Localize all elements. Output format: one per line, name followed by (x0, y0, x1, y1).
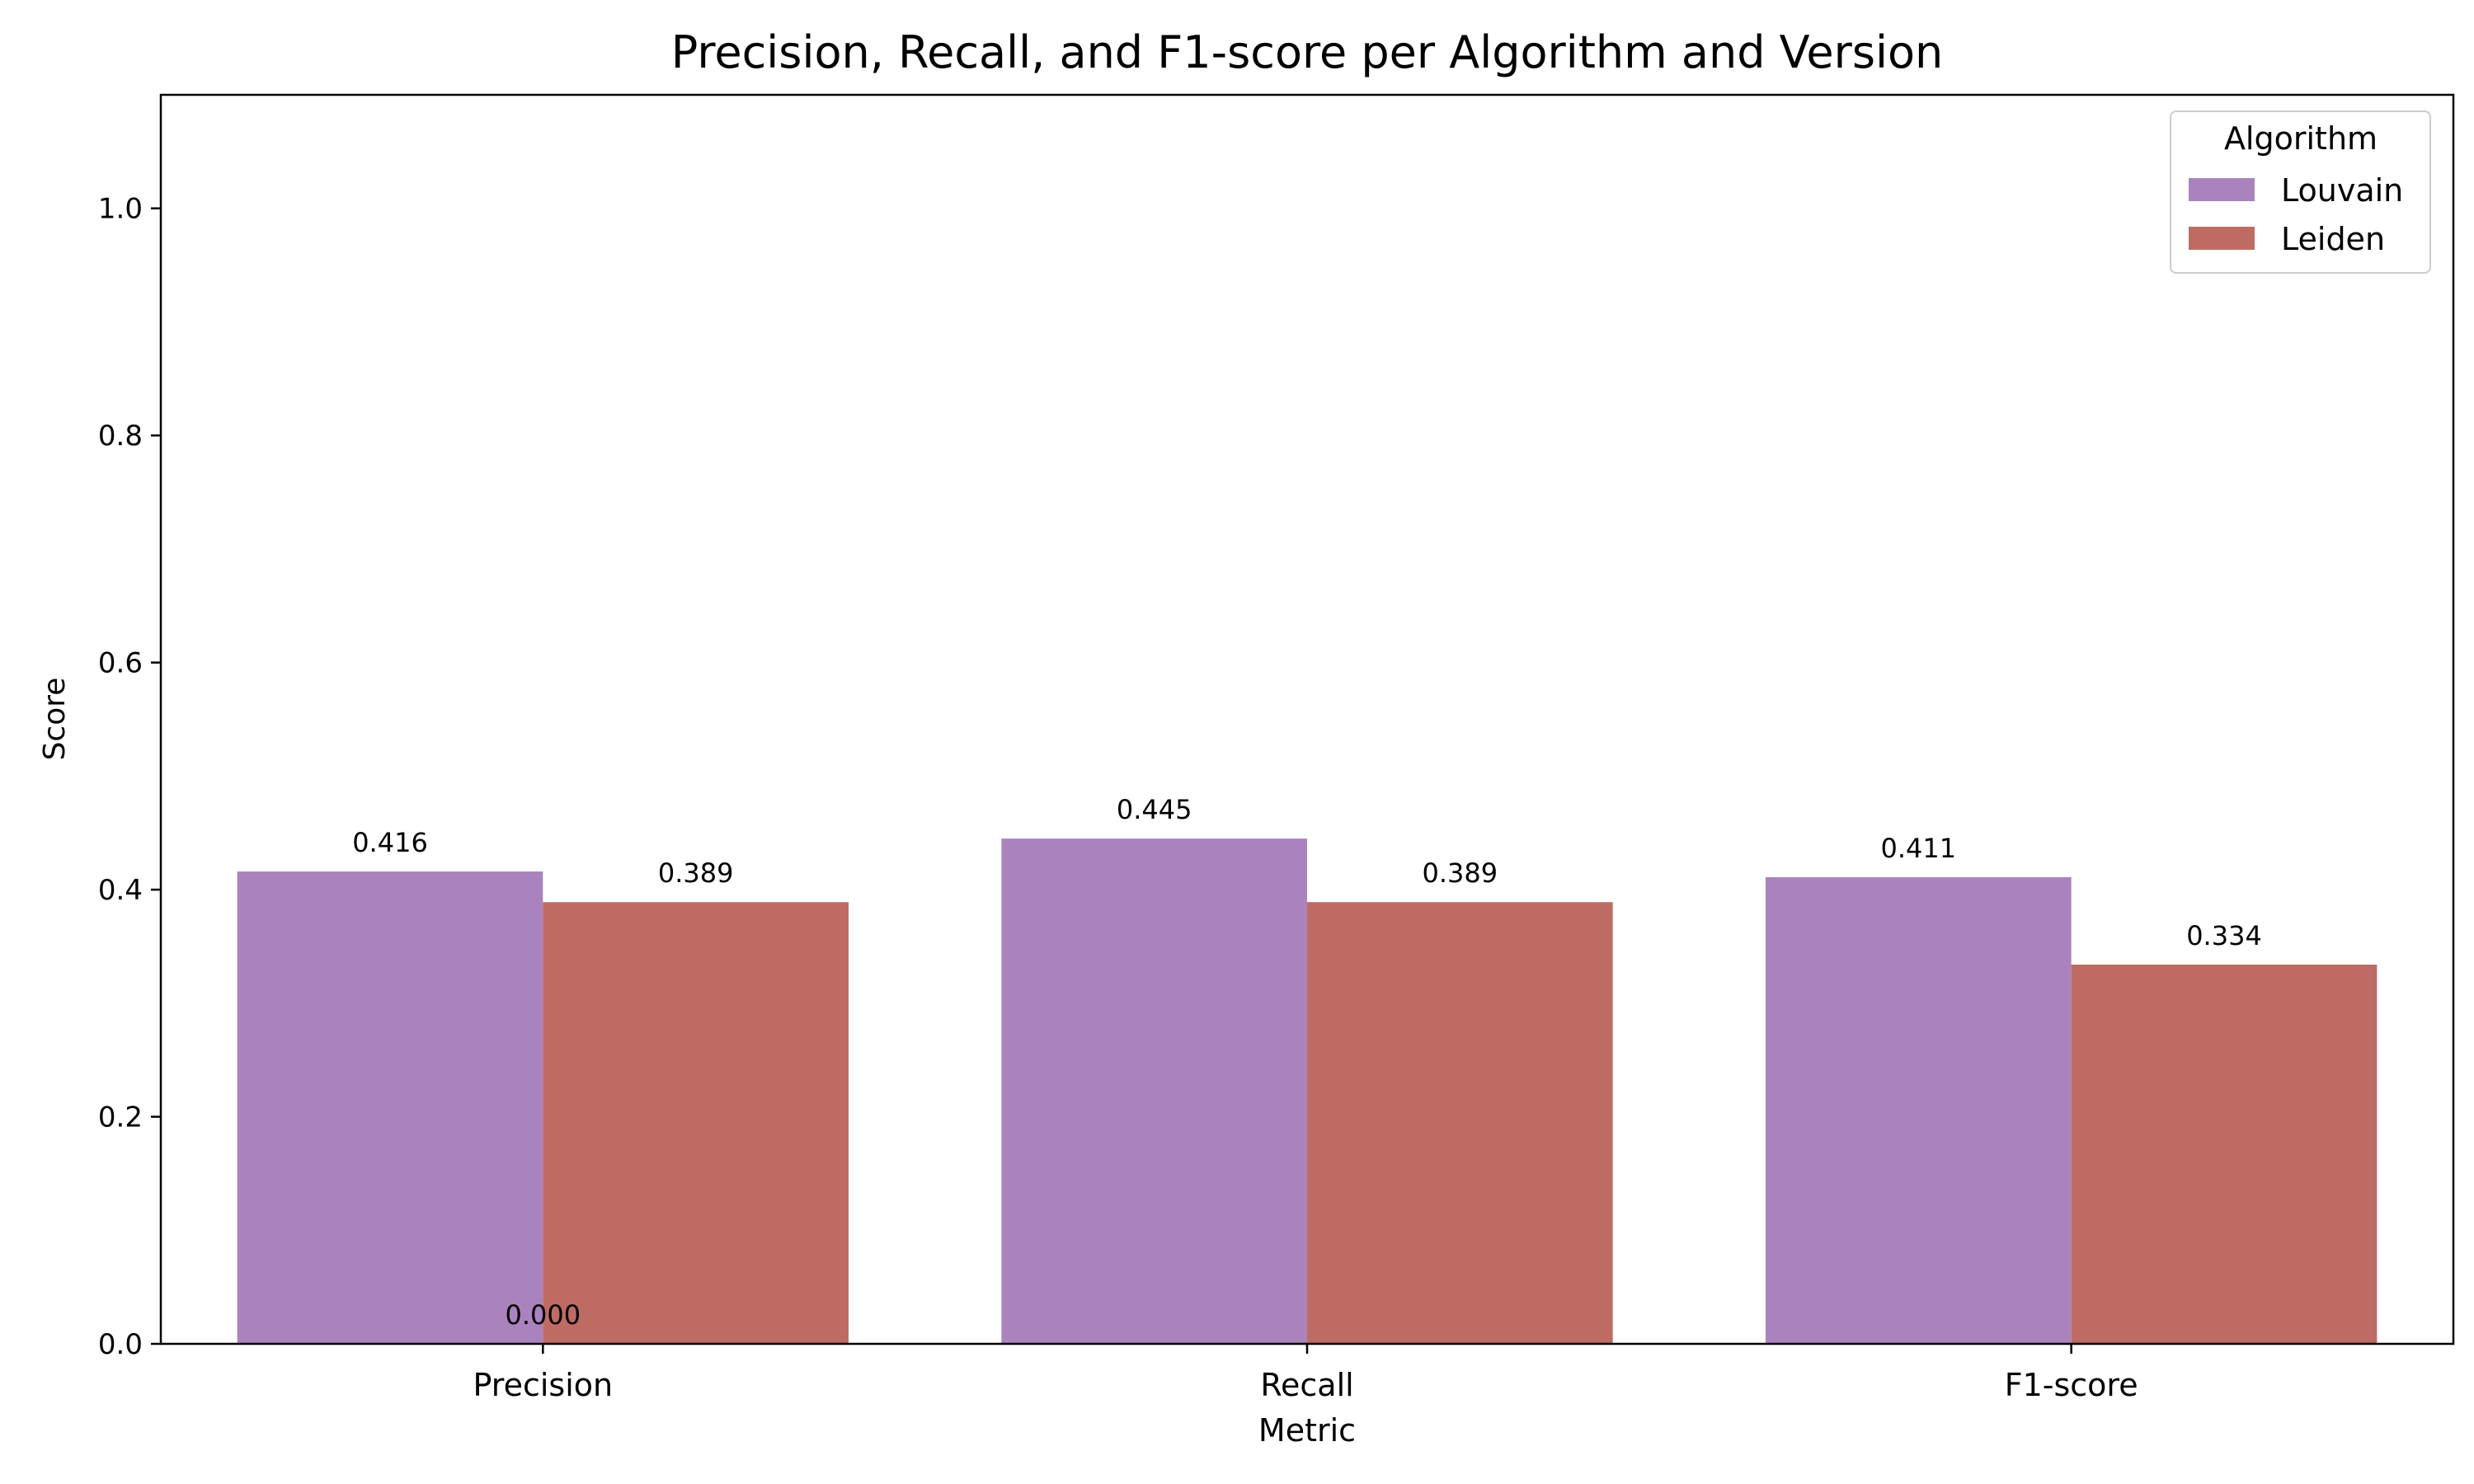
bar-leiden-recall (1307, 902, 1613, 1344)
y-tick-label: 1.0 (98, 193, 143, 226)
legend-title: Algorithm (2224, 120, 2378, 157)
annotation-label: 0.000 (506, 1299, 581, 1331)
y-tick-label: 0.4 (98, 874, 143, 907)
x-tick-label: F1-score (2005, 1367, 2138, 1403)
bar-label-louvain-recall: 0.445 (1117, 794, 1192, 825)
legend-items: Louvain Leiden (2189, 172, 2403, 257)
bar-louvain-precision (237, 871, 543, 1344)
chart-title: Precision, Recall, and F1-score per Algo… (671, 26, 1943, 78)
bars-group (237, 838, 2378, 1344)
x-tick-label: Recall (1260, 1367, 1353, 1403)
y-tick-label: 0.8 (98, 420, 143, 453)
bar-label-leiden-recall: 0.389 (1423, 857, 1498, 889)
bar-louvain-recall (1001, 838, 1307, 1344)
legend-label-leiden: Leiden (2281, 221, 2385, 257)
bar-leiden-precision (543, 902, 849, 1344)
y-axis-label: Score (38, 678, 72, 761)
y-tick-label: 0.6 (98, 647, 143, 680)
y-axis-ticks: 0.0 0.2 0.4 0.6 0.8 1.0 (98, 193, 161, 1361)
bar-label-louvain-f1-score: 0.411 (1881, 833, 1957, 864)
x-axis-label: Metric (1258, 1412, 1356, 1449)
x-axis-ticks: Precision Recall F1-score (473, 1344, 2138, 1403)
bar-label-leiden-f1-score: 0.334 (2186, 920, 2262, 951)
y-tick-label: 0.2 (98, 1101, 143, 1134)
legend-label-louvain: Louvain (2281, 172, 2403, 209)
bar-leiden-f1-score (2071, 964, 2378, 1344)
legend: Algorithm Louvain Leiden (2170, 110, 2431, 274)
y-tick-label: 0.0 (98, 1328, 143, 1361)
bar-label-louvain-precision: 0.416 (352, 827, 428, 858)
bar-label-leiden-precision: 0.389 (658, 857, 734, 889)
x-tick-label: Precision (473, 1367, 614, 1403)
legend-swatch-louvain (2189, 178, 2255, 201)
bar-labels-group: 0.416 0.445 0.411 0.389 0.389 0.334 0.000 (352, 794, 2262, 1331)
bar-louvain-f1-score (1766, 876, 2072, 1344)
legend-swatch-leiden (2189, 227, 2255, 250)
